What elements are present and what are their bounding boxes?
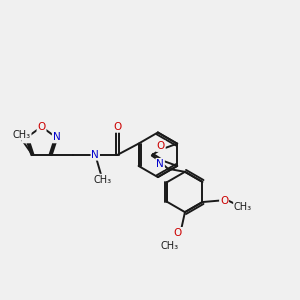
Text: CH₃: CH₃ [234, 202, 252, 212]
Text: O: O [173, 228, 181, 238]
Text: CH₃: CH₃ [13, 130, 31, 140]
Text: CH₃: CH₃ [161, 241, 179, 251]
Text: N: N [92, 150, 99, 160]
Text: CH₃: CH₃ [93, 175, 112, 184]
Text: O: O [113, 122, 122, 132]
Text: N: N [156, 159, 164, 169]
Text: O: O [38, 122, 46, 132]
Text: N: N [53, 133, 60, 142]
Text: O: O [157, 141, 165, 151]
Text: N: N [22, 133, 30, 142]
Text: O: O [220, 196, 228, 206]
